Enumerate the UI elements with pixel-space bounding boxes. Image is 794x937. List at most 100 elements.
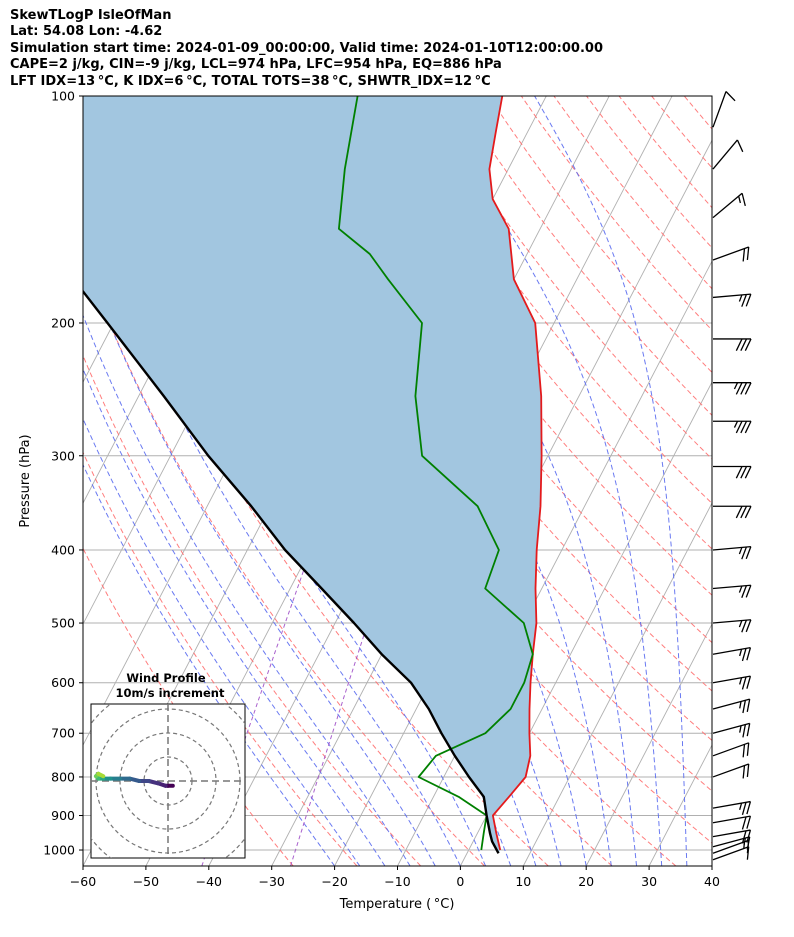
barb-flag	[745, 584, 752, 598]
moist-adiabat	[534, 96, 688, 866]
x-tick-label: −20	[321, 874, 347, 889]
barb-flag	[746, 801, 752, 815]
wind-barb	[712, 675, 752, 690]
barb-flag	[740, 338, 748, 351]
dry-adiabat	[195, 96, 712, 792]
barb-flag	[740, 505, 748, 519]
barb-shaft	[712, 829, 751, 838]
moist-adiabat	[83, 254, 436, 866]
dry-adiabat	[83, 547, 294, 866]
barb-flag	[738, 294, 743, 302]
y-tick-label: 600	[51, 675, 75, 690]
wind-barb	[712, 584, 752, 599]
dry-adiabat	[83, 255, 485, 866]
barb-flag	[740, 420, 748, 434]
barb-flag	[741, 193, 746, 207]
y-tick-label: 200	[51, 315, 75, 330]
wind-barb	[713, 382, 752, 395]
wind-barb	[712, 546, 752, 560]
dry-adiabat	[260, 96, 712, 692]
barb-shaft	[712, 546, 751, 551]
barb-shaft	[712, 846, 749, 861]
dewpoint-line	[338, 96, 534, 851]
barb-flag	[735, 505, 743, 519]
barb-flag	[744, 420, 752, 434]
moist-adiabat	[83, 463, 336, 866]
barb-shaft	[712, 139, 738, 170]
wind-barb	[712, 815, 752, 830]
x-tick-label: −50	[133, 874, 159, 889]
y-tick-label: 800	[51, 769, 75, 784]
barb-flag	[738, 195, 742, 204]
x-tick-label: 0	[456, 874, 464, 889]
barb-shaft	[712, 742, 749, 757]
moist-adiabat	[83, 185, 461, 866]
barb-flag	[738, 620, 743, 628]
barb-flag	[741, 802, 747, 816]
wind-barb	[712, 829, 752, 844]
wind-barb	[712, 91, 736, 128]
profile-lines	[83, 96, 543, 854]
barb-flag	[744, 338, 752, 351]
barb-flag	[746, 829, 752, 843]
temperature-line	[488, 96, 543, 851]
cape-area	[83, 96, 542, 854]
hodograph-segment	[96, 771, 106, 779]
y-ticks: 100 200 300 400 500 600 700 800 900 1000	[43, 89, 83, 858]
barb-flag	[741, 294, 747, 307]
wind-barb	[712, 722, 751, 738]
barb-flag	[741, 676, 747, 690]
cape-shading	[83, 96, 542, 854]
isotherm-line	[585, 623, 712, 866]
barb-flag	[746, 698, 751, 713]
dry-adiabat	[586, 96, 712, 249]
barb-flag	[739, 701, 742, 709]
barb-shaft	[712, 675, 751, 684]
barb-shaft	[712, 619, 751, 624]
barb-flag	[733, 420, 739, 428]
barb-shaft	[712, 647, 751, 655]
y-tick-label: 900	[51, 808, 75, 823]
isotherm-line	[648, 744, 712, 866]
dry-adiabat	[83, 354, 422, 866]
barb-flag	[746, 246, 750, 260]
barb-flag	[741, 546, 747, 560]
moist-adiabat	[83, 367, 386, 866]
wind-barb	[713, 420, 752, 434]
x-tick-label: 10	[515, 874, 531, 889]
x-ticks: −60 −50 −40 −30 −20 −10 0 10 20 30 40	[70, 866, 720, 889]
dry-adiabat	[618, 96, 712, 209]
barb-flag	[742, 724, 746, 738]
barb-flag	[744, 466, 752, 479]
barb-flag	[741, 585, 747, 599]
barb-shaft	[712, 763, 749, 778]
dry-adiabat	[520, 96, 712, 331]
barb-shaft	[712, 584, 751, 590]
time-line: Simulation start time: 2024-01-09_00:00:…	[10, 40, 603, 56]
barb-shaft	[712, 192, 743, 219]
barb-flag	[741, 816, 747, 830]
barb-flag	[740, 466, 748, 479]
dry-adiabat	[83, 451, 358, 866]
wind-barb	[712, 293, 752, 307]
moist-adiabat	[83, 417, 361, 866]
dry-adiabat	[683, 96, 712, 130]
wind-barb	[712, 742, 750, 758]
x-tick-label: 40	[704, 874, 720, 889]
barb-shaft	[712, 293, 751, 299]
moist-adiabat	[138, 96, 537, 866]
x-tick-label: −10	[384, 874, 410, 889]
barb-flag	[746, 815, 752, 829]
inset-plot	[91, 704, 245, 858]
wind-barb	[713, 338, 752, 351]
barb-flag	[738, 547, 743, 555]
wind-barb	[712, 647, 752, 662]
barb-flag	[735, 338, 743, 351]
x-tick-label: 20	[578, 874, 594, 889]
barb-shaft	[712, 698, 750, 710]
barb-flag	[746, 675, 752, 689]
barb-flag	[733, 382, 739, 390]
y-tick-label: 400	[51, 542, 75, 557]
barb-flag	[739, 802, 743, 811]
